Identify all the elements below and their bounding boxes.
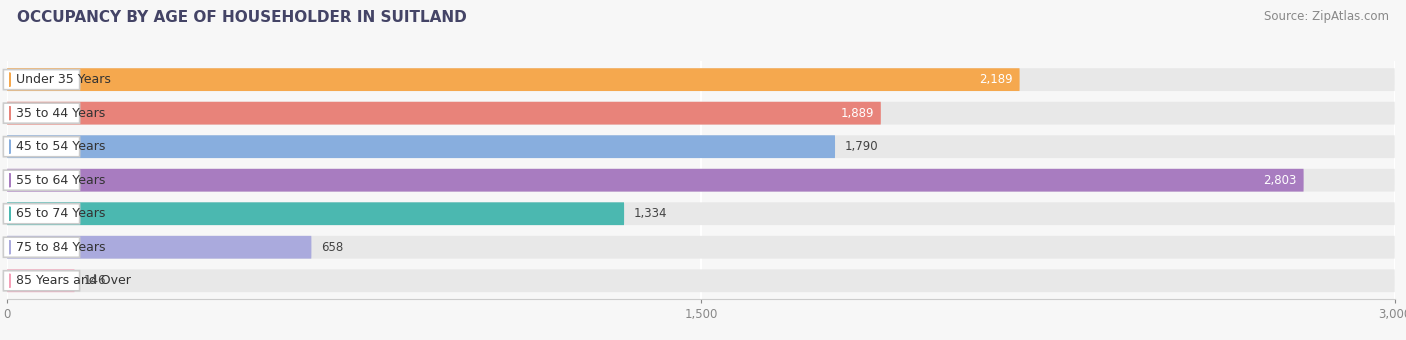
FancyBboxPatch shape [3,170,80,190]
FancyBboxPatch shape [7,135,1395,158]
Text: 55 to 64 Years: 55 to 64 Years [17,174,105,187]
FancyBboxPatch shape [7,269,75,292]
FancyBboxPatch shape [7,202,624,225]
FancyBboxPatch shape [3,70,80,90]
Text: 35 to 44 Years: 35 to 44 Years [17,107,105,120]
FancyBboxPatch shape [7,269,1395,292]
FancyBboxPatch shape [7,68,1019,91]
Text: 2,803: 2,803 [1264,174,1296,187]
FancyBboxPatch shape [3,103,80,123]
FancyBboxPatch shape [7,236,311,259]
Text: 75 to 84 Years: 75 to 84 Years [17,241,105,254]
FancyBboxPatch shape [7,102,1395,124]
FancyBboxPatch shape [3,271,80,291]
Text: OCCUPANCY BY AGE OF HOUSEHOLDER IN SUITLAND: OCCUPANCY BY AGE OF HOUSEHOLDER IN SUITL… [17,10,467,25]
FancyBboxPatch shape [3,204,80,224]
Text: 658: 658 [321,241,343,254]
Text: 1,889: 1,889 [841,107,875,120]
FancyBboxPatch shape [7,169,1303,192]
FancyBboxPatch shape [7,169,1395,192]
Text: Under 35 Years: Under 35 Years [17,73,111,86]
Text: Source: ZipAtlas.com: Source: ZipAtlas.com [1264,10,1389,23]
FancyBboxPatch shape [3,237,80,257]
FancyBboxPatch shape [7,202,1395,225]
Text: 146: 146 [84,274,107,287]
Text: 1,790: 1,790 [844,140,877,153]
Text: 65 to 74 Years: 65 to 74 Years [17,207,105,220]
Text: 85 Years and Over: 85 Years and Over [17,274,131,287]
FancyBboxPatch shape [7,102,880,124]
Text: 1,334: 1,334 [633,207,666,220]
FancyBboxPatch shape [7,135,835,158]
FancyBboxPatch shape [7,68,1395,91]
FancyBboxPatch shape [3,137,80,157]
FancyBboxPatch shape [7,236,1395,259]
Text: 45 to 54 Years: 45 to 54 Years [17,140,105,153]
Text: 2,189: 2,189 [979,73,1012,86]
